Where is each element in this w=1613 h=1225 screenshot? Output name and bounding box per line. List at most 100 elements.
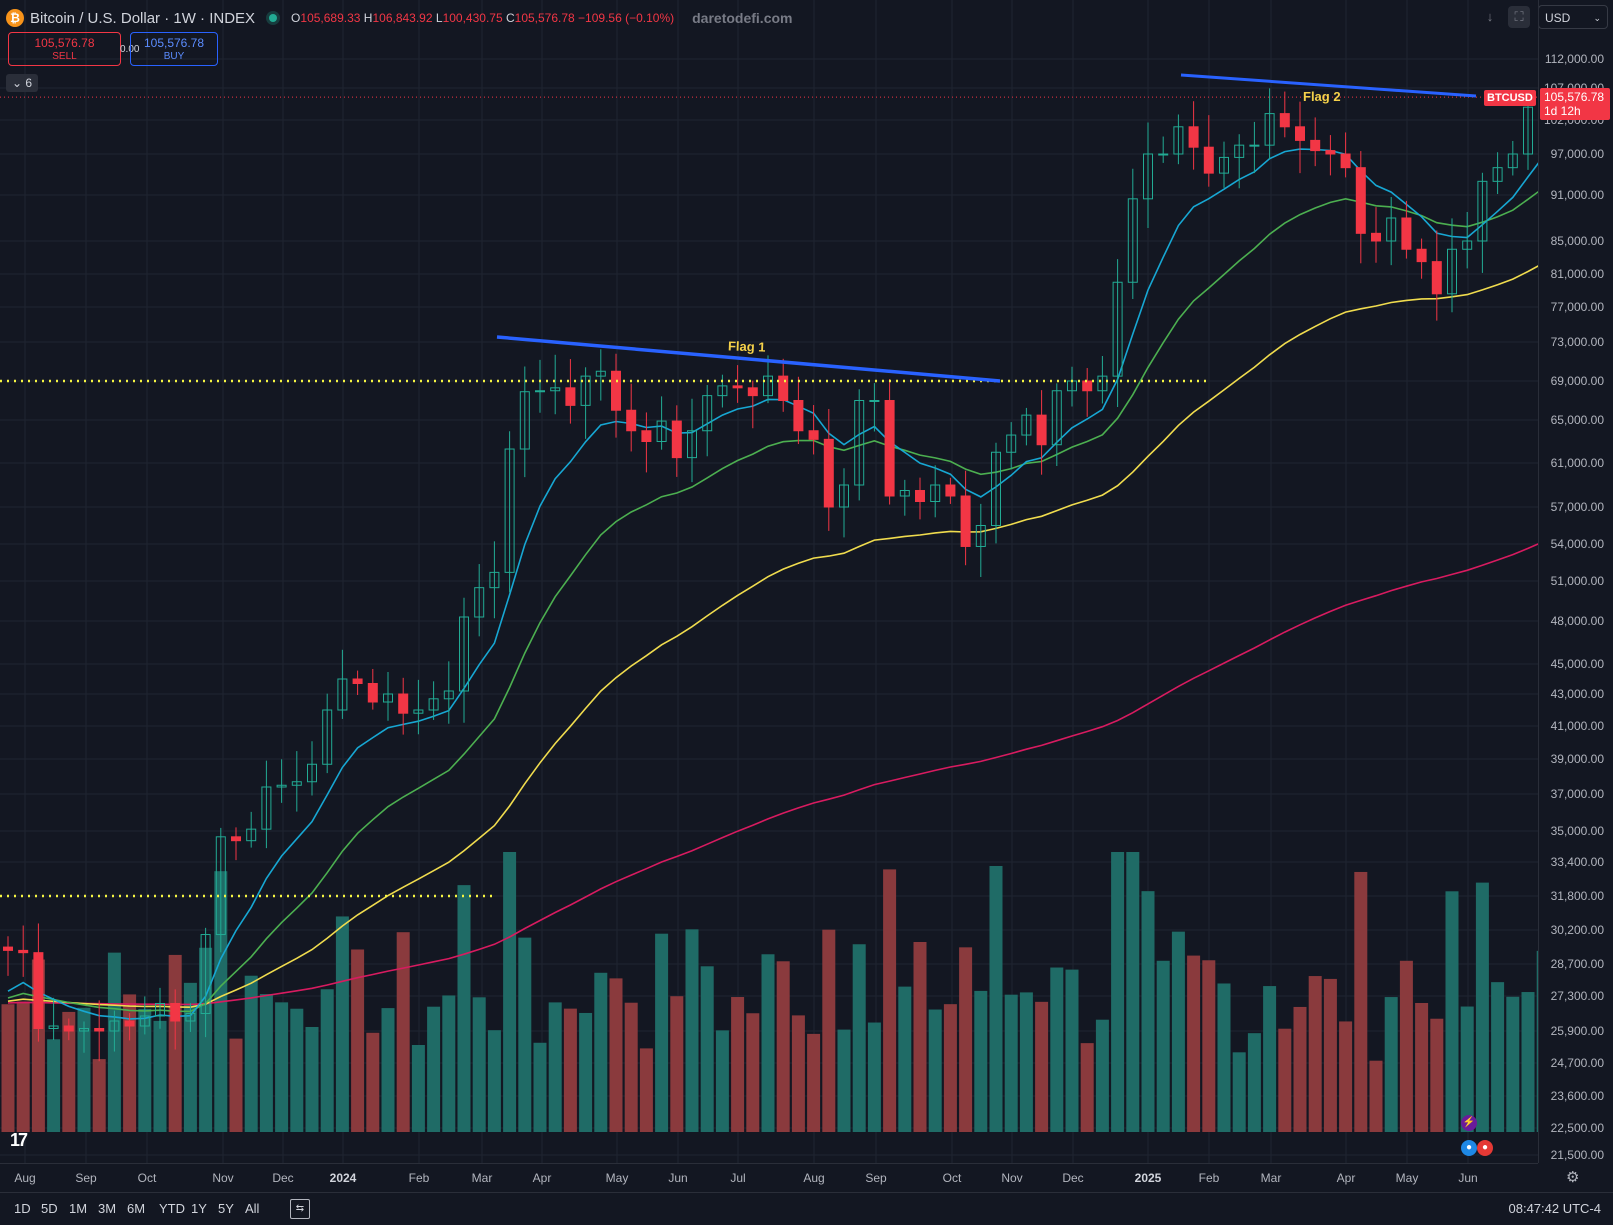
candle [732, 365, 743, 403]
volume-bar [396, 932, 410, 1132]
volume-bar [1278, 1028, 1292, 1132]
volume-bars [1, 852, 1538, 1132]
price-tick: 24,700.00 [1550, 1056, 1604, 1070]
candle [291, 751, 302, 812]
volume-bar [761, 954, 775, 1132]
market-status-icon[interactable] [269, 14, 278, 22]
volume-bar [1156, 960, 1170, 1132]
bottom-toolbar: 1D 5D 1M 3M 6M YTD 1Y 5Y All ⇆ 08:47:42 UTC-4 [0, 1192, 1613, 1225]
time-tick: Aug [803, 1171, 825, 1185]
candle [33, 923, 44, 1042]
candle [793, 376, 804, 445]
volume-bar [1521, 992, 1535, 1132]
us-flag-event-icon[interactable]: ● [1461, 1140, 1477, 1156]
volume-bar [609, 978, 623, 1132]
price-tick: 25,900.00 [1550, 1024, 1604, 1038]
timeframe-ytd[interactable]: YTD [159, 1201, 185, 1216]
flag-2-label[interactable]: Flag 2 [1303, 89, 1341, 104]
time-axis[interactable]: Aug Sep Oct Nov Dec 2024 Feb Mar Apr May Jun Jul Aug… [0, 1163, 1538, 1192]
time-tick: Apr [1336, 1171, 1356, 1185]
time-tick: Nov [212, 1171, 234, 1185]
price-tick: 41,000.00 [1550, 719, 1604, 733]
candle [1310, 117, 1321, 167]
volume-bar [776, 961, 790, 1132]
candle [322, 693, 333, 774]
volume-bar [1415, 1002, 1429, 1132]
volume-bar [655, 933, 669, 1132]
timeframe-5y[interactable]: 5Y [218, 1201, 234, 1216]
volume-bar [639, 1048, 653, 1132]
candle [1127, 168, 1138, 299]
candle [1431, 230, 1442, 321]
tradingview-logo-icon[interactable]: 17 [10, 1130, 28, 1150]
volume-bar [959, 947, 973, 1132]
volume-bar [77, 1007, 91, 1132]
spread-value: 0.00 [120, 44, 140, 55]
volume-bar [183, 982, 197, 1132]
timeframe-1d[interactable]: 1D [14, 1201, 31, 1216]
volume-bar [427, 1006, 441, 1132]
candle [565, 359, 576, 424]
clock[interactable]: 08:47:42 UTC-4 [1508, 1201, 1602, 1216]
price-chart[interactable] [0, 0, 1538, 1163]
candle [687, 398, 697, 483]
time-tick: May [1395, 1171, 1419, 1185]
currency-value: USD [1545, 11, 1571, 25]
time-tick: Jul [730, 1171, 746, 1185]
calendar-icon[interactable]: ⇆ [290, 1199, 310, 1219]
buy-button[interactable]: 105,576.78 BUY [130, 32, 218, 66]
timeframe-all[interactable]: All [245, 1201, 260, 1216]
volume-bar [867, 1022, 881, 1132]
candle [945, 477, 956, 504]
gear-icon[interactable]: ⚙ [1566, 1169, 1580, 1186]
bitcoin-icon: ₿ [6, 9, 24, 27]
timeframe-1y[interactable]: 1Y [191, 1201, 207, 1216]
time-tick: Feb [1198, 1171, 1220, 1185]
candle [1021, 407, 1032, 446]
candle [535, 359, 545, 413]
volume-bar [1263, 986, 1277, 1132]
volume-bar [548, 1002, 562, 1132]
timeframe-5d[interactable]: 5D [41, 1201, 58, 1216]
candle [185, 1003, 196, 1032]
timeframe-6m[interactable]: 6M [127, 1201, 146, 1216]
flag-1-trendline[interactable] [496, 335, 1001, 383]
volume-bar [791, 1015, 805, 1132]
candle [1386, 197, 1397, 266]
candle [231, 827, 241, 861]
flag-1-label[interactable]: Flag 1 [727, 338, 766, 355]
price-tick: 77,000.00 [1550, 300, 1604, 314]
candle [1462, 211, 1473, 269]
price-tick: 39,000.00 [1550, 752, 1604, 766]
fullscreen-icon[interactable]: ⛶ [1508, 6, 1530, 28]
candle [1371, 207, 1381, 263]
lightning-event-icon[interactable]: ⚡ [1461, 1115, 1477, 1131]
timeframe-3m[interactable]: 3M [98, 1201, 117, 1216]
download-icon[interactable]: ↓ [1486, 9, 1494, 24]
volume-bar [579, 1012, 593, 1132]
time-tick: May [605, 1171, 629, 1185]
timeframe-1m[interactable]: 1M [69, 1201, 88, 1216]
price-tick: 97,000.00 [1550, 147, 1604, 161]
volume-bar [852, 944, 866, 1132]
volume-bar [1050, 967, 1064, 1132]
last-price: 105,576.78 [1544, 90, 1605, 104]
sell-button[interactable]: 105,576.78 SELL [8, 32, 121, 66]
volume-bar [837, 1029, 851, 1132]
candle [215, 827, 226, 953]
currency-select[interactable]: USD ⌄ [1538, 5, 1608, 29]
volume-bar [503, 852, 517, 1132]
symbol-title[interactable]: Bitcoin / U.S. Dollar · 1W · INDEX [30, 9, 256, 27]
candle [702, 384, 713, 457]
volume-bar [989, 865, 1003, 1132]
indicators-toggle-button[interactable]: ⌄ 6 [6, 74, 38, 92]
price-tick: 22,500.00 [1550, 1121, 1604, 1135]
price-axis[interactable]: 112,000.00107,000.00102,000.0097,000.009… [1538, 0, 1613, 1163]
volume-bar [47, 1039, 61, 1132]
price-tick: 23,600.00 [1550, 1089, 1604, 1103]
volume-bar [1430, 1018, 1444, 1132]
us-flag-event-icon-2[interactable]: ● [1477, 1140, 1493, 1156]
volume-bar [1141, 891, 1155, 1132]
volume-bar [442, 995, 456, 1132]
flag-2-trendline[interactable] [1180, 73, 1477, 98]
